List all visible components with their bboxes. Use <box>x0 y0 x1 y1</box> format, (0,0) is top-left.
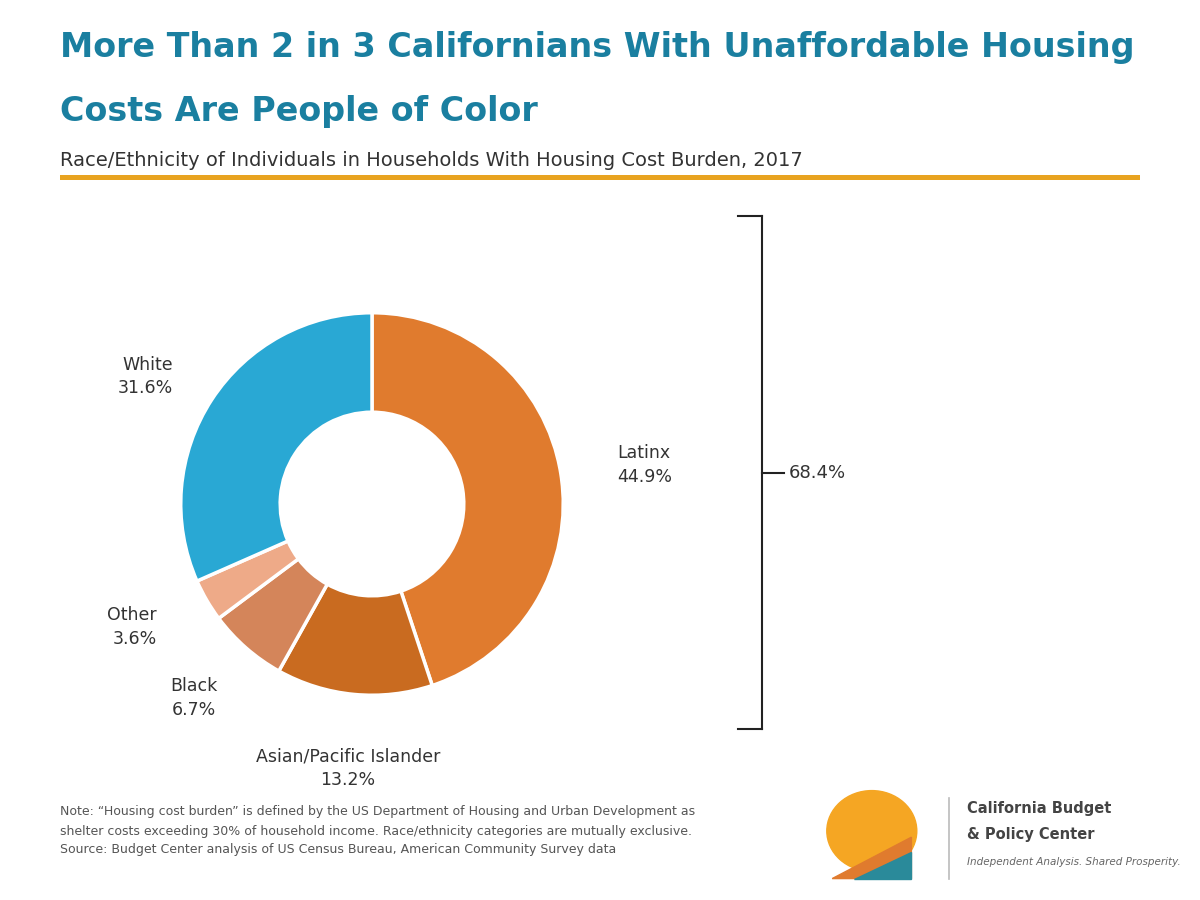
Wedge shape <box>278 584 432 695</box>
Text: Asian/Pacific Islander
13.2%: Asian/Pacific Islander 13.2% <box>256 748 440 789</box>
Wedge shape <box>372 313 563 686</box>
Text: White
31.6%: White 31.6% <box>118 356 173 397</box>
Text: Race/Ethnicity of Individuals in Households With Housing Cost Burden, 2017: Race/Ethnicity of Individuals in Househo… <box>60 151 803 170</box>
Text: California Budget: California Budget <box>967 801 1111 815</box>
Text: Costs Are People of Color: Costs Are People of Color <box>60 94 538 128</box>
Text: & Policy Center: & Policy Center <box>967 826 1094 842</box>
Text: Black
6.7%: Black 6.7% <box>170 677 217 718</box>
Text: Latinx
44.9%: Latinx 44.9% <box>618 444 672 486</box>
Text: Independent Analysis. Shared Prosperity.: Independent Analysis. Shared Prosperity. <box>967 857 1181 867</box>
Wedge shape <box>181 313 372 581</box>
Polygon shape <box>854 851 912 878</box>
Wedge shape <box>218 559 328 671</box>
Text: Note: “Housing cost burden” is defined by the US Department of Housing and Urban: Note: “Housing cost burden” is defined b… <box>60 806 695 857</box>
Wedge shape <box>197 541 299 618</box>
Ellipse shape <box>827 790 917 871</box>
Text: Other
3.6%: Other 3.6% <box>107 607 157 648</box>
Polygon shape <box>833 837 912 878</box>
Text: 68.4%: 68.4% <box>788 464 846 482</box>
Text: More Than 2 in 3 Californians With Unaffordable Housing: More Than 2 in 3 Californians With Unaff… <box>60 32 1134 65</box>
